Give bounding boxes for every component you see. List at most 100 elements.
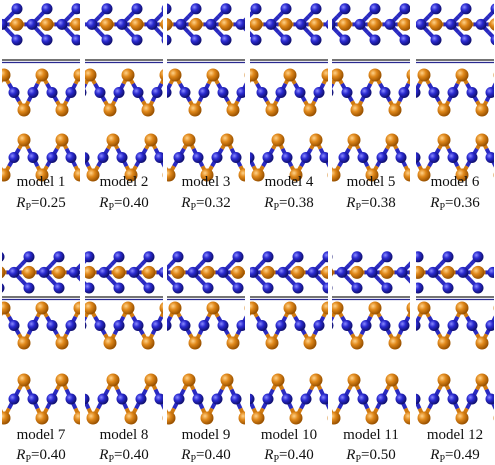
metal-atom [99, 267, 110, 278]
model-name: model 4 [265, 174, 314, 190]
metal-atom [176, 19, 187, 30]
rp-label: RP=0.40 [180, 447, 230, 465]
phosphorus-atom [315, 169, 328, 182]
metal-atom [314, 87, 325, 98]
bond [220, 409, 225, 419]
phosphorus-atom [310, 374, 323, 387]
metal-atom [28, 394, 39, 405]
phosphorus-atom [351, 104, 364, 117]
bond [245, 149, 250, 158]
metal-atom [461, 35, 472, 46]
bond [187, 158, 192, 167]
bond [247, 84, 252, 93]
phosphorus-atom [74, 412, 87, 425]
metal-atom [0, 87, 1, 98]
bond [447, 308, 452, 317]
bond [260, 380, 265, 390]
phosphorus-atom [404, 169, 417, 182]
phosphorus-atom [490, 18, 495, 31]
metal-atom [413, 283, 424, 294]
phosphorus-atom [246, 302, 259, 315]
metal-atom [9, 267, 20, 278]
bond [463, 140, 468, 149]
metal-atom [212, 152, 223, 163]
metal-atom [54, 251, 65, 262]
metal-atom [448, 320, 459, 331]
phosphorus-atom [331, 69, 344, 82]
bond [95, 140, 100, 149]
phosphorus-atom [104, 337, 117, 350]
model-name: model 8 [100, 427, 149, 443]
metal-atom [9, 87, 20, 98]
phosphorus-atom [196, 374, 209, 387]
metal-atom [155, 394, 166, 405]
bond [75, 140, 80, 149]
bond [466, 334, 471, 343]
phosphorus-atom [272, 134, 285, 147]
rp-label: RP=0.50 [345, 447, 395, 465]
metal-atom [24, 251, 35, 262]
bond [147, 84, 152, 93]
bond [34, 101, 39, 110]
bond [401, 380, 406, 390]
bond [114, 409, 119, 419]
metal-atom [263, 283, 274, 294]
metal-atom [293, 251, 304, 262]
bond [410, 409, 415, 419]
bond [430, 380, 435, 390]
metal-atom [293, 283, 304, 294]
phosphorus-atom [348, 134, 361, 147]
rp-relation: = [279, 447, 287, 463]
bond [413, 308, 418, 317]
bond [13, 409, 18, 419]
bond [55, 409, 60, 419]
metal-atom [133, 320, 144, 331]
bond [448, 409, 453, 419]
phosphorus-atom [31, 374, 44, 387]
bond [386, 409, 391, 419]
bond [34, 334, 39, 343]
phosphorus-atom [362, 134, 375, 147]
metal-atom [152, 320, 163, 331]
bond [425, 380, 430, 390]
metal-atom [429, 152, 440, 163]
phosphorus-atom [150, 412, 163, 425]
bond [160, 9, 168, 17]
phosphorus-atom [418, 337, 431, 350]
metal-atom [410, 152, 421, 163]
phosphorus-atom [94, 134, 107, 147]
bond [245, 166, 250, 175]
rp-relation: = [114, 447, 122, 463]
bond [471, 334, 476, 343]
phosphorus-atom [18, 337, 31, 350]
phosphorus-atom [207, 69, 220, 82]
phosphorus-atom [418, 302, 431, 315]
bond [133, 140, 138, 149]
phosphorus-atom [456, 302, 469, 315]
phosphorus-atom [292, 266, 305, 279]
metal-atom [340, 35, 351, 46]
bond [119, 101, 124, 110]
metal-atom [87, 19, 98, 30]
metal-atom [117, 152, 128, 163]
bond [90, 326, 95, 335]
metal-atom [301, 394, 312, 405]
metal-atom [431, 35, 442, 46]
bond [344, 409, 349, 419]
phosphorus-atom [328, 412, 341, 425]
phosphorus-atom [284, 69, 297, 82]
metal-atom [76, 320, 87, 331]
phosphorus-atom [74, 69, 87, 82]
bond [331, 149, 336, 158]
metal-atom [263, 251, 274, 262]
bond [410, 166, 415, 175]
metal-atom [191, 3, 202, 14]
bond [317, 166, 322, 175]
bond [337, 326, 342, 335]
bond [157, 334, 162, 343]
metal-atom [355, 19, 366, 30]
metal-atom [221, 35, 232, 46]
bond [265, 140, 270, 149]
bond [400, 75, 405, 84]
phosphorus-atom [18, 104, 31, 117]
